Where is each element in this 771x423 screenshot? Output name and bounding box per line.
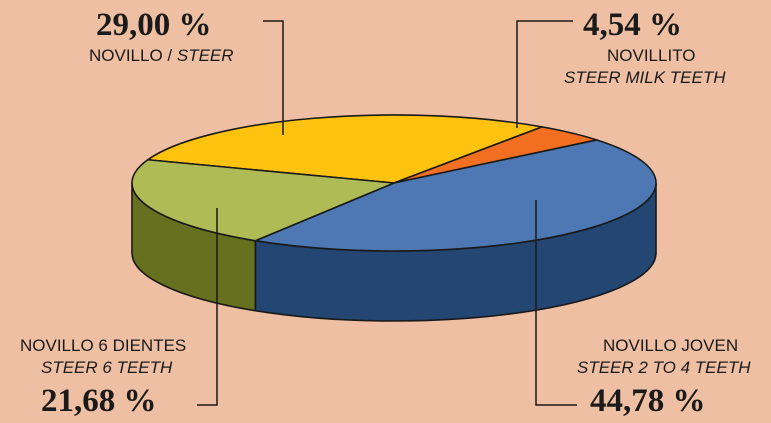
slice-label-en-novillo-6-dientes: STEER 6 TEETH (41, 358, 173, 377)
pie-slice-novillo-6-dientes (131, 158, 395, 242)
leader-line-novillo-joven (197, 208, 218, 406)
slice-value-label-novillo-6-dientes: 21,68 % (41, 383, 157, 419)
slice-label-es-novillito: NOVILLITO (607, 46, 696, 65)
slice-label-es-novillo-6-dientes: NOVILLO 6 DIENTES (20, 336, 187, 355)
leader-lines (197, 20, 577, 406)
slice-label-novillo: NOVILLO / STEER (89, 46, 234, 65)
leader-line-novillito (516, 20, 573, 128)
slice-label-en-novillo-joven: STEER 2 TO 4 TEETH (577, 358, 751, 377)
slice-value-label-novillo-joven: 44,78 % (590, 383, 706, 419)
leader-line-novillo (263, 20, 284, 135)
slice-value-label-novillito: 4,54 % (583, 7, 682, 43)
slice-label-es-novillo: NOVILLO (89, 46, 163, 65)
slice-label-en-novillo: STEER (176, 46, 234, 65)
slice-value-label-novillo: 29,00 % (96, 7, 212, 43)
pie-slice-novillo (147, 114, 543, 184)
slice-label-en-novillito: STEER MILK TEETH (564, 68, 726, 87)
leader-line-novillo-6-dientes (535, 200, 577, 406)
slice-label-es-novillo-joven: NOVILLO JOVEN (603, 336, 739, 355)
pie-top-slices (131, 114, 657, 252)
pie-slice-novillo-joven (254, 139, 657, 252)
